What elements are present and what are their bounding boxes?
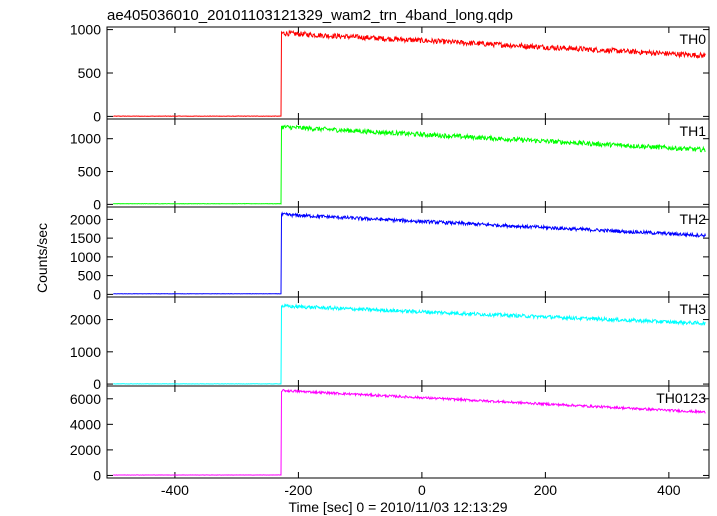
y-tick-label: 2000 xyxy=(70,442,101,458)
panel-label: TH3 xyxy=(680,301,707,317)
y-tick-label: 1000 xyxy=(70,249,101,265)
x-tick-label: 0 xyxy=(418,482,426,498)
x-tick-label: -200 xyxy=(284,482,312,498)
panel-frame xyxy=(106,118,710,208)
x-axis-label: Time [sec] 0 = 2010/11/03 12:13:29 xyxy=(288,499,507,515)
x-tick-label: -400 xyxy=(161,482,189,498)
y-tick-label: 0 xyxy=(93,108,101,124)
panel-th1: 0 500 1000 TH1 xyxy=(70,118,710,212)
y-tick-label: 4000 xyxy=(70,416,101,432)
series-th0-line xyxy=(113,29,706,117)
y-tick-label: 0 xyxy=(93,467,101,483)
y-tick-label: 500 xyxy=(78,268,102,284)
panel-th0123: 0 2000 4000 6000 TH0123 xyxy=(70,385,710,483)
panel-th2: 0 500 1000 1500 2000 TH2 xyxy=(70,206,710,302)
panel-th3: 0 1000 2000 TH3 xyxy=(70,296,710,392)
y-tick-label: 2000 xyxy=(70,211,101,227)
x-tick-label: 400 xyxy=(657,482,681,498)
y-tick-label: 0 xyxy=(93,286,101,302)
y-tick-label: 1000 xyxy=(70,22,101,38)
panel-frame xyxy=(106,385,710,479)
y-tick-label: 6000 xyxy=(70,391,101,407)
series-th1-line xyxy=(113,124,706,205)
y-tick-label: 1500 xyxy=(70,230,101,246)
panels-group: 0 500 1000 TH0 0 500 1000 TH1 0 500 1000 1500 2000 TH… xyxy=(70,22,710,483)
y-tick-label: 0 xyxy=(93,376,101,392)
chart-title: ae405036010_20101103121329_wam2_trn_4ban… xyxy=(107,7,513,24)
panel-th0: 0 500 1000 TH0 xyxy=(70,22,710,124)
series-th0123-line xyxy=(113,388,706,476)
series-th2-line xyxy=(113,211,706,295)
y-axis-label: Counts/sec xyxy=(34,223,50,293)
y-tick-label: 500 xyxy=(78,65,102,81)
y-tick-label: 1000 xyxy=(70,344,101,360)
y-tick-label: 1000 xyxy=(70,131,101,147)
y-tick-label: 500 xyxy=(78,164,102,180)
x-tick-labels: -400 -200 0 200 400 xyxy=(161,482,681,498)
panel-label: TH0 xyxy=(680,31,707,47)
y-tick-label: 2000 xyxy=(70,312,101,328)
panel-label: TH2 xyxy=(680,211,707,227)
panel-label: TH0123 xyxy=(656,390,706,406)
y-tick-label: 0 xyxy=(93,196,101,212)
panel-label: TH1 xyxy=(680,123,707,139)
x-tick-label: 200 xyxy=(534,482,558,498)
series-th3-line xyxy=(113,303,706,385)
